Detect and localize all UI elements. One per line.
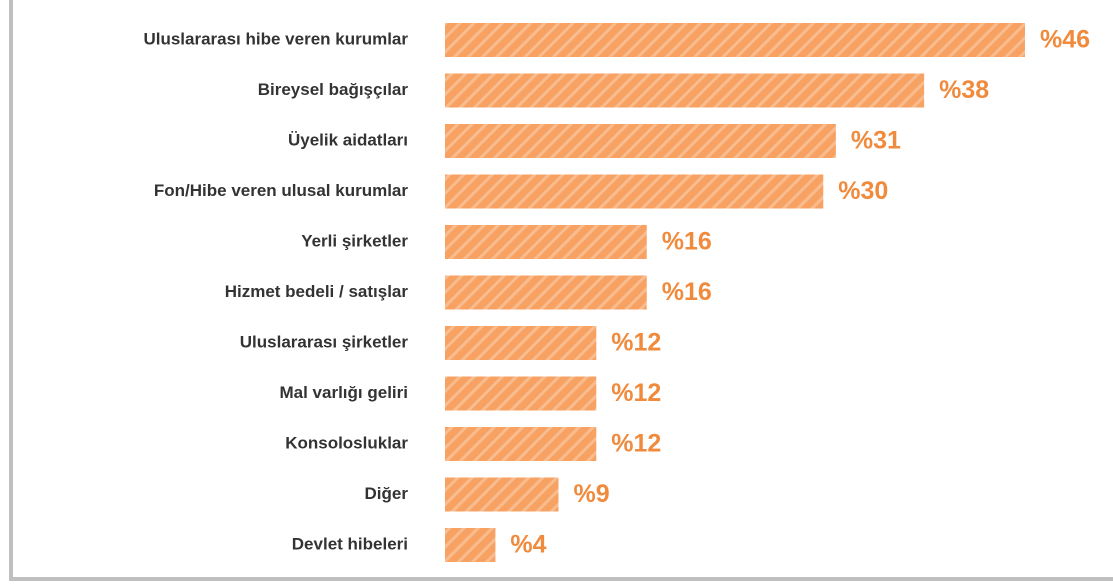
value-label: %16	[662, 228, 712, 256]
bar	[445, 23, 1025, 57]
category-label: Mal varlığı geliri	[280, 383, 409, 402]
bar	[445, 528, 496, 562]
category-label: Konsolosluklar	[285, 433, 408, 452]
category-label: Yerli şirketler	[301, 231, 408, 250]
category-label: Devlet hibeleri	[292, 534, 408, 553]
bar	[445, 124, 836, 158]
category-label: Hizmet bedeli / satışlar	[225, 282, 409, 301]
bar	[445, 73, 925, 108]
value-label: %12	[611, 430, 661, 458]
category-label: Üyelik aidatları	[288, 130, 408, 149]
category-label: Fon/Hibe veren ulusal kurumlar	[154, 181, 409, 200]
bar	[445, 427, 597, 461]
category-label: Diğer	[365, 484, 409, 503]
category-label: Uluslararası şirketler	[240, 332, 409, 351]
bar	[445, 174, 824, 209]
value-label: %12	[611, 329, 661, 357]
value-label: %31	[851, 127, 901, 155]
category-label: Bireysel bağışçılar	[258, 80, 409, 99]
bar	[445, 326, 597, 360]
category-label: Uluslararası hibe veren kurumlar	[143, 29, 408, 48]
bar	[445, 376, 597, 411]
value-label: %9	[573, 480, 609, 508]
bar	[445, 225, 647, 259]
value-label: %16	[662, 278, 712, 306]
value-label: %4	[510, 531, 546, 559]
bar	[445, 275, 647, 310]
bar	[445, 477, 559, 512]
value-label: %38	[939, 76, 989, 104]
value-label: %12	[611, 379, 661, 407]
value-label: %30	[838, 177, 888, 205]
value-label: %46	[1040, 26, 1090, 54]
